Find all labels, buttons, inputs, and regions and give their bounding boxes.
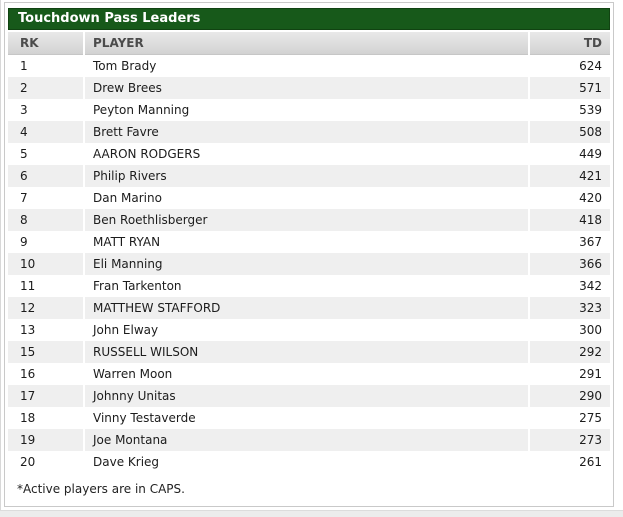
player-cell: AARON RODGERS [83,143,529,165]
rank-cell: 6 [20,169,28,183]
rank-cell: 8 [20,213,28,227]
td-cell: 571 [528,77,610,99]
td-cell: 273 [528,429,610,451]
td-cell: 342 [528,275,610,297]
table-head: RK PLAYER TD [8,32,610,55]
rank-cell: 5 [20,147,28,161]
rank-cell: 15 [20,345,36,359]
table-row: 19 Joe Montana 273 [8,429,610,451]
td-cell: 261 [528,451,610,473]
td-cell: 539 [528,99,610,121]
table-row: 18 Vinny Testaverde 275 [8,407,610,429]
rank-cell: 2 [20,81,28,95]
player-cell: Vinny Testaverde [83,407,529,429]
td-cell: 300 [528,319,610,341]
player-cell: Eli Manning [83,253,529,275]
table-row: 5 AARON RODGERS 449 [8,143,610,165]
widget-title-bar: Touchdown Pass Leaders [8,8,610,30]
footnote: *Active players are in CAPS. [17,482,185,496]
td-cell: 291 [528,363,610,385]
player-cell: Dave Krieg [83,451,529,473]
player-cell: John Elway [83,319,529,341]
rank-cell: 11 [20,279,36,293]
table-row: 17 Johnny Unitas 290 [8,385,610,407]
td-cell: 624 [528,54,610,77]
rank-cell: 16 [20,367,36,381]
td-cell: 292 [528,341,610,363]
player-cell: Drew Brees [83,77,529,99]
rank-cell: 10 [20,257,36,271]
table-row: 2 Drew Brees 571 [8,77,610,99]
column-header-rk: RK [8,32,84,55]
column-header-row: RK PLAYER TD [8,32,610,55]
table-row: 1 Tom Brady 624 [8,54,610,77]
table-row: 3 Peyton Manning 539 [8,99,610,121]
table-row: 10 Eli Manning 366 [8,253,610,275]
td-cell: 323 [528,297,610,319]
table-row: 7 Dan Marino 420 [8,187,610,209]
player-cell: Tom Brady [83,54,529,77]
player-cell: Johnny Unitas [83,385,529,407]
player-cell: Philip Rivers [83,165,529,187]
rank-cell: 17 [20,389,36,403]
player-cell: Warren Moon [83,363,529,385]
rank-cell: 13 [20,323,36,337]
td-cell: 418 [528,209,610,231]
table-row: 16 Warren Moon 291 [8,363,610,385]
table-row: 13 John Elway 300 [8,319,610,341]
player-cell: MATT RYAN [83,231,529,253]
td-cell: 449 [528,143,610,165]
rank-cell: 4 [20,125,28,139]
td-cell: 366 [528,253,610,275]
rank-cell: 18 [20,411,36,425]
column-header-td: TD [528,32,610,55]
rank-cell: 20 [20,455,36,469]
player-cell: MATTHEW STAFFORD [83,297,529,319]
td-cell: 508 [528,121,610,143]
table-row: 9 MATT RYAN 367 [8,231,610,253]
player-cell: Dan Marino [83,187,529,209]
rank-cell: 9 [20,235,28,249]
rank-cell: 1 [20,59,28,73]
td-cell: 367 [528,231,610,253]
table-row: 6 Philip Rivers 421 [8,165,610,187]
table-body: 1 Tom Brady 624 2 Drew Brees 571 3 Peyto… [8,54,610,473]
leaders-table: RK PLAYER TD 1 Tom Brady 624 2 Drew Bree… [8,32,610,473]
rank-cell: 3 [20,103,28,117]
table-row: 12 MATTHEW STAFFORD 323 [8,297,610,319]
player-cell: Ben Roethlisberger [83,209,529,231]
rank-cell: 12 [20,301,36,315]
column-header-player: PLAYER [83,32,529,55]
table-row: 11 Fran Tarkenton 342 [8,275,610,297]
window-edge-left [0,0,1,517]
table-row: 15 RUSSELL WILSON 292 [8,341,610,363]
td-cell: 275 [528,407,610,429]
td-cell: 420 [528,187,610,209]
td-cell: 421 [528,165,610,187]
rank-cell: 7 [20,191,28,205]
td-cell: 290 [528,385,610,407]
table-row: 4 Brett Favre 508 [8,121,610,143]
window-edge-bottom [0,510,623,517]
leaders-table-widget: Touchdown Pass Leaders RK PLAYER TD 1 To… [4,2,614,507]
player-cell: Brett Favre [83,121,529,143]
player-cell: Joe Montana [83,429,529,451]
rank-cell: 19 [20,433,36,447]
table-row: 20 Dave Krieg 261 [8,451,610,473]
widget-title: Touchdown Pass Leaders [18,11,201,26]
player-cell: Peyton Manning [83,99,529,121]
player-cell: RUSSELL WILSON [83,341,529,363]
player-cell: Fran Tarkenton [83,275,529,297]
table-row: 8 Ben Roethlisberger 418 [8,209,610,231]
